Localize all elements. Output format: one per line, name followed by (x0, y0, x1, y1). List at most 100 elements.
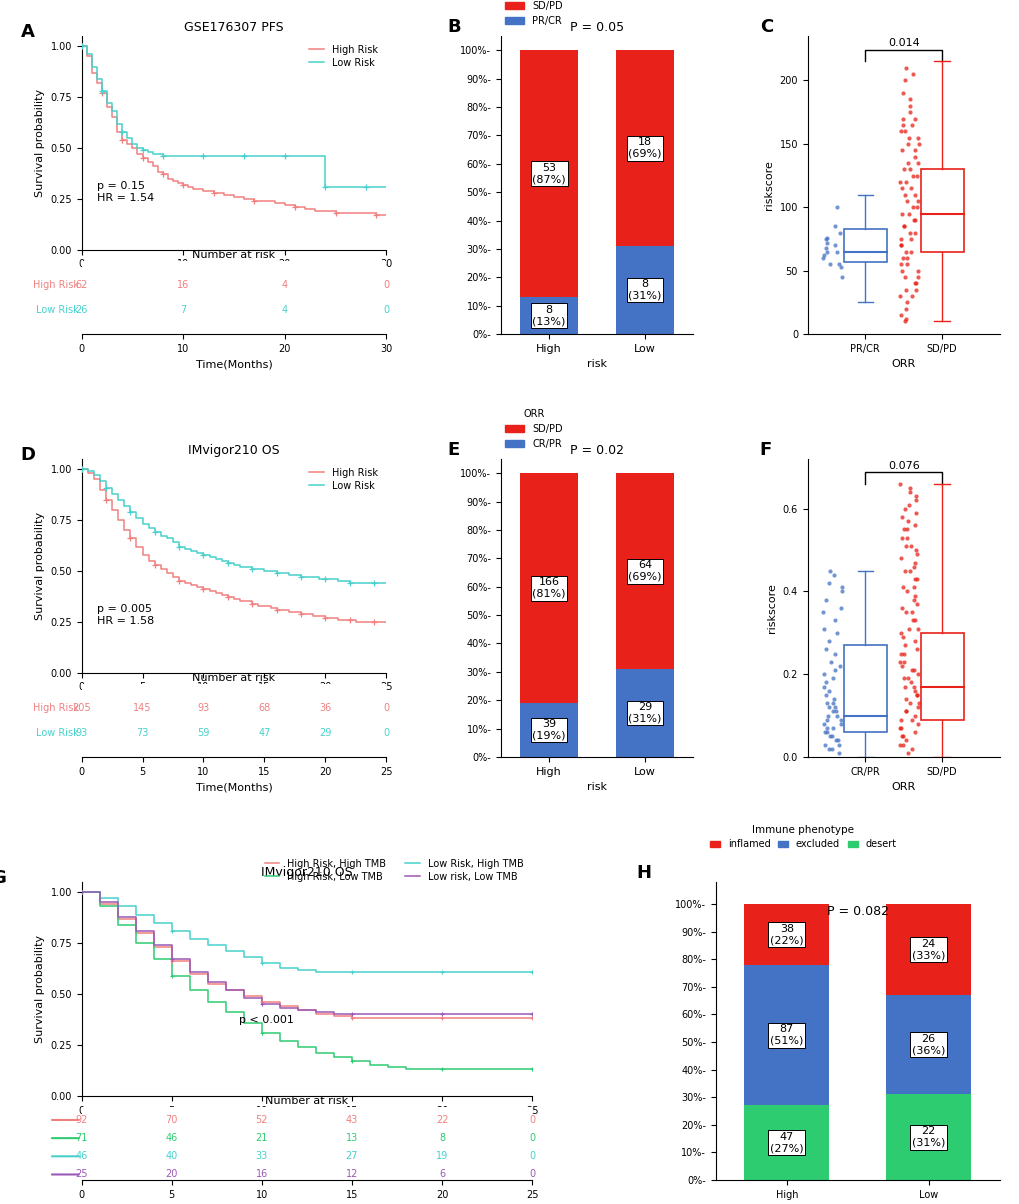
Y-axis label: Survival probability: Survival probability (35, 934, 45, 1043)
Bar (615, 51, 674, 246)
Low Risk, High TMB (381, 964, 393, 979)
Point (900, 495, 916, 514)
Point (818, 719, 835, 738)
Point (906, 681, 922, 701)
High Risk (86, 65, 98, 79)
Title: Number at risk: Number at risk (265, 1097, 348, 1106)
High Risk (157, 167, 169, 182)
Point (815, 665, 832, 684)
Point (827, 197, 844, 217)
Point (906, 569, 922, 589)
Point (816, 734, 833, 754)
Low Risk, High TMB (291, 962, 304, 976)
Point (818, 242, 835, 261)
Bar (919, 170, 963, 252)
High Risk, High TMB (237, 988, 250, 1003)
Low Risk (167, 149, 179, 164)
High Risk, Low TMB (273, 1033, 285, 1047)
Low risk, Low TMB (75, 885, 88, 899)
Low risk, Low TMB (327, 1007, 339, 1021)
Point (897, 702, 913, 721)
High Risk, High TMB (256, 995, 268, 1009)
High Risk, Low TMB (310, 1046, 322, 1061)
Low risk, Low TMB (129, 923, 142, 938)
Point (893, 203, 909, 223)
Low Risk, High TMB (399, 964, 412, 979)
Point (825, 236, 842, 255)
High Risk (198, 183, 210, 197)
Point (901, 223, 917, 242)
Low Risk, High TMB (273, 961, 285, 975)
Text: E: E (447, 441, 460, 459)
High Risk (75, 39, 88, 53)
Low Risk (329, 179, 341, 194)
Point (833, 258, 849, 277)
Point (897, 172, 913, 191)
Point (830, 734, 847, 754)
Text: D: D (20, 447, 36, 465)
Text: 145: 145 (133, 703, 152, 714)
Point (832, 710, 848, 730)
Point (823, 719, 840, 738)
Point (815, 619, 832, 638)
High Risk, Low TMB (435, 1062, 447, 1076)
Point (905, 211, 921, 230)
Point (898, 520, 914, 539)
Point (895, 668, 911, 687)
Low Risk (268, 149, 280, 164)
Low Risk, High TMB (507, 964, 520, 979)
High Risk, High TMB (381, 1011, 393, 1026)
Point (901, 160, 917, 179)
Point (824, 668, 841, 687)
Text: A: A (20, 23, 35, 41)
High Risk (121, 137, 133, 152)
Point (897, 636, 913, 655)
High Risk (276, 602, 288, 616)
Text: 22: 22 (435, 1115, 448, 1125)
Low Risk (96, 84, 108, 99)
High Risk, High TMB (345, 1011, 358, 1026)
High Risk, High TMB (418, 1011, 430, 1026)
Low Risk (374, 576, 386, 590)
Low Risk, High TMB (202, 938, 214, 952)
Bar (520, 473, 578, 703)
Point (908, 639, 924, 659)
Text: 33: 33 (256, 1151, 268, 1162)
Point (910, 134, 926, 153)
High Risk, High TMB (435, 1011, 447, 1026)
Text: 166
(81%): 166 (81%) (532, 578, 566, 598)
Low Risk (288, 149, 301, 164)
Point (909, 714, 925, 733)
Low risk, Low TMB (273, 1001, 285, 1015)
Point (893, 122, 909, 141)
Low risk, Low TMB (381, 1007, 393, 1021)
High Risk (350, 206, 362, 220)
Point (902, 536, 918, 555)
Low Risk (116, 124, 128, 138)
High Risk, Low TMB (94, 899, 106, 914)
Point (900, 128, 916, 147)
Low risk, Low TMB (364, 1007, 376, 1021)
Text: 0: 0 (383, 703, 389, 714)
Point (909, 697, 925, 716)
Point (894, 83, 910, 102)
Point (902, 229, 918, 248)
Text: 93: 93 (75, 727, 88, 738)
High Risk, High TMB (202, 976, 214, 991)
Point (906, 706, 922, 725)
Point (906, 211, 922, 230)
Low Risk (101, 96, 113, 111)
Point (821, 727, 838, 746)
Point (899, 668, 915, 687)
Point (898, 582, 914, 601)
Text: 16: 16 (256, 1169, 268, 1180)
Text: 68: 68 (258, 703, 270, 714)
Bar (615, 669, 674, 757)
Point (814, 602, 830, 621)
High Risk, Low TMB (345, 1054, 358, 1068)
Low Risk (173, 539, 185, 554)
Y-axis label: Survival probability: Survival probability (35, 512, 45, 620)
Point (905, 661, 921, 680)
Low Risk, High TMB (364, 964, 376, 979)
Text: 8
(31%): 8 (31%) (628, 279, 661, 301)
